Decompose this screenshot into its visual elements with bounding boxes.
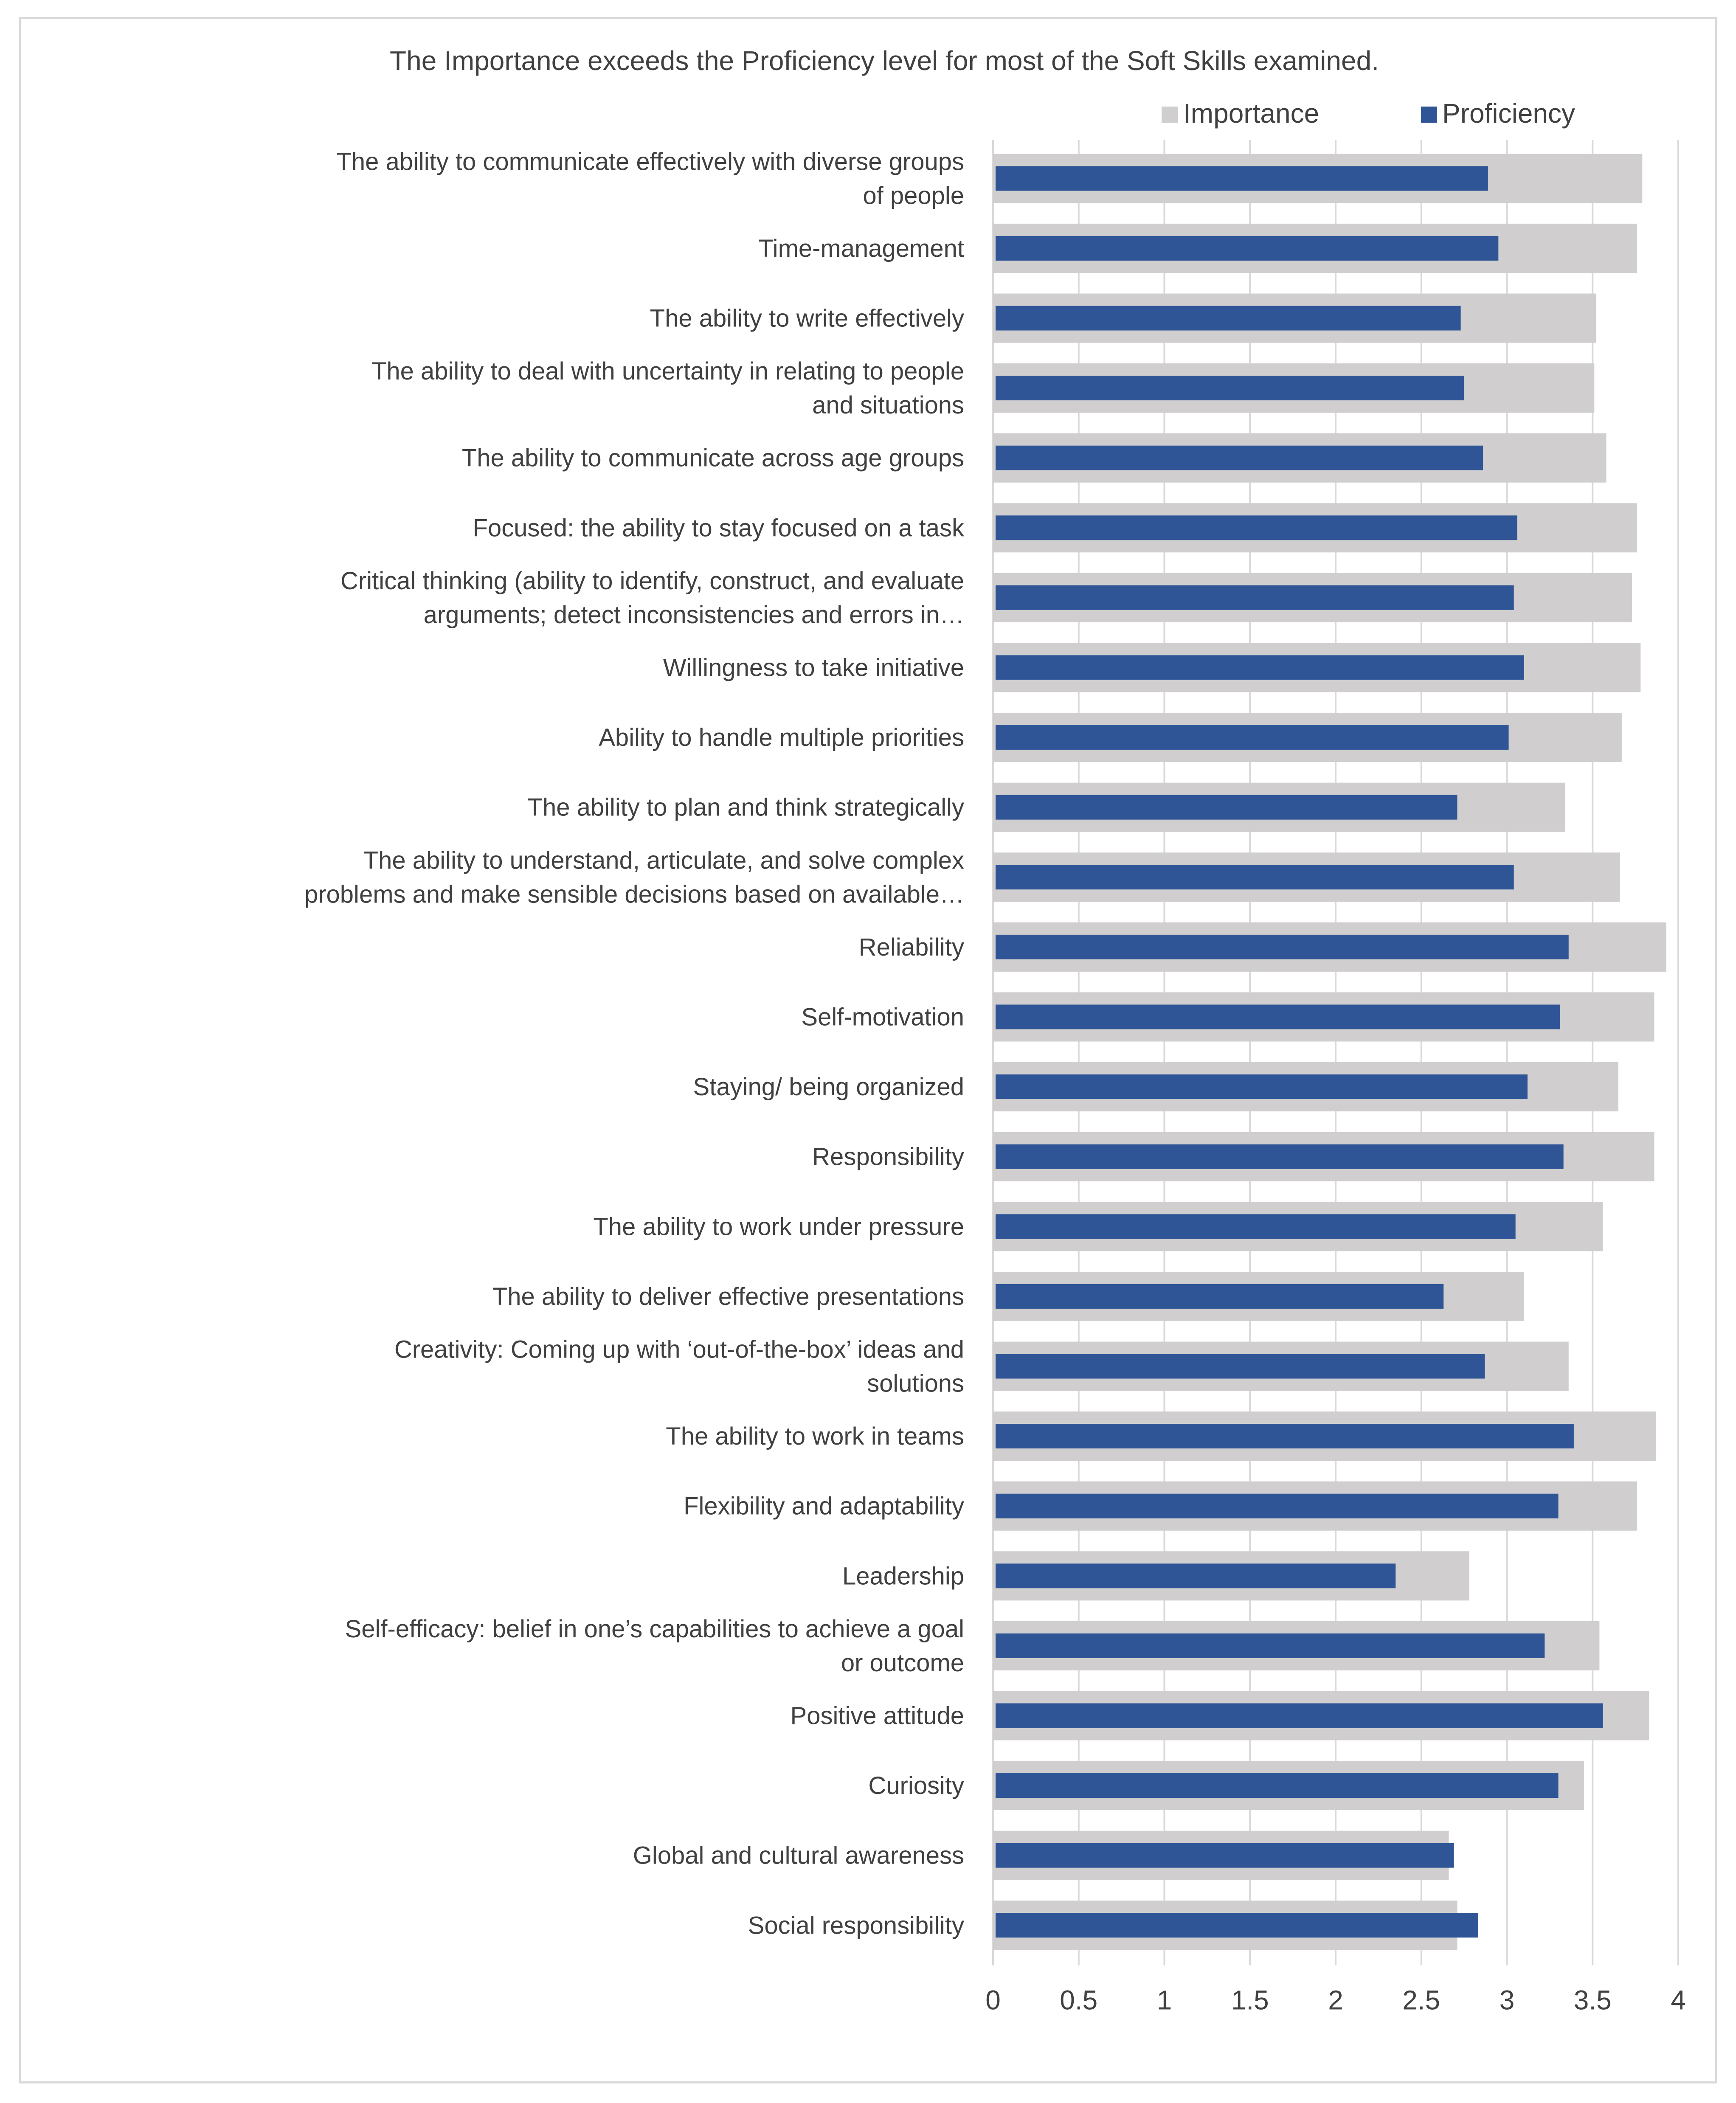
bar-proficiency [996, 306, 1461, 331]
bar-proficiency [996, 1284, 1444, 1309]
category-label: Critical thinking (ability to identify, … [340, 567, 964, 629]
x-tick-label: 3 [1500, 1985, 1515, 2016]
category-label: Self-efficacy: belief in one’s capabilit… [345, 1615, 964, 1677]
bar-proficiency [996, 1703, 1603, 1728]
category-label-line: of people [863, 182, 964, 209]
legend-swatch-proficiency [1421, 107, 1437, 123]
legend-label-importance: Importance [1183, 98, 1319, 129]
x-tick-label: 4 [1671, 1985, 1686, 2016]
bar-proficiency [996, 1214, 1516, 1239]
category-label-line: Self-efficacy: belief in one’s capabilit… [345, 1615, 964, 1643]
x-tick-label: 2.5 [1402, 1985, 1440, 2016]
category-label: Creativity: Coming up with ‘out-of-the-b… [394, 1336, 964, 1397]
bar-proficiency [996, 1843, 1454, 1868]
category-label: The ability to write effectively [650, 305, 964, 332]
category-label: The ability to work in teams [666, 1423, 964, 1450]
bar-proficiency [996, 655, 1524, 680]
category-label: Responsibility [812, 1143, 964, 1171]
bar-proficiency [996, 1424, 1574, 1449]
category-label: Ability to handle multiple priorities [599, 724, 964, 751]
bar-proficiency [996, 1563, 1396, 1588]
category-label: The ability to deal with uncertainty in … [371, 357, 964, 419]
category-label: Positive attitude [791, 1702, 964, 1730]
bar-proficiency [996, 1074, 1528, 1099]
bar-proficiency [996, 1773, 1559, 1798]
x-axis-ticks: 0 0.5 1 1.5 2 2.5 3 3.5 4 [985, 1985, 1686, 2016]
bar-proficiency [996, 515, 1517, 540]
bar-proficiency [996, 1004, 1560, 1029]
bar-proficiency [996, 1493, 1559, 1518]
category-label: Reliability [859, 933, 964, 961]
category-label-line: solutions [867, 1370, 964, 1397]
category-label: The ability to communicate effectively w… [336, 148, 964, 209]
category-label: Time-management [758, 235, 964, 262]
category-label-line: problems and make sensible decisions bas… [304, 880, 964, 908]
bar-proficiency [996, 376, 1464, 401]
category-label: Social responsibility [748, 1912, 964, 1939]
bar-proficiency [996, 445, 1483, 470]
x-tick-label: 2 [1328, 1985, 1343, 2016]
category-label: Staying/ being organized [693, 1073, 964, 1101]
category-label: Global and cultural awareness [633, 1842, 964, 1870]
x-tick-label: 0 [985, 1985, 1001, 2016]
chart-frame: The Importance exceeds the Proficiency l… [19, 17, 1717, 2083]
bar-proficiency [996, 236, 1499, 261]
category-label-line: Creativity: Coming up with ‘out-of-the-b… [394, 1336, 964, 1364]
chart-title: The Importance exceeds the Proficiency l… [390, 45, 1379, 76]
bar-proficiency [996, 585, 1514, 610]
category-label: Willingness to take initiative [663, 654, 964, 682]
category-label: The ability to understand, articulate, a… [304, 846, 964, 908]
category-labels: The ability to communicate effectively w… [304, 148, 965, 1939]
category-label: The ability to communicate across age gr… [462, 444, 964, 472]
bar-proficiency [996, 795, 1457, 820]
category-label: Leadership [842, 1562, 964, 1590]
category-label-line: The ability to deal with uncertainty in … [371, 357, 964, 385]
category-label: Curiosity [868, 1772, 964, 1799]
category-label-line: Critical thinking (ability to identify, … [340, 567, 964, 595]
category-label: The ability to work under pressure [593, 1213, 964, 1240]
category-label-line: The ability to communicate effectively w… [336, 148, 964, 175]
category-label: Self-motivation [801, 1004, 964, 1031]
bar-proficiency [996, 725, 1509, 750]
category-label-line: The ability to understand, articulate, a… [363, 846, 964, 874]
bar-proficiency [996, 865, 1514, 890]
category-label-line: and situations [812, 391, 964, 419]
bar-chart: The Importance exceeds the Proficiency l… [304, 45, 1686, 2016]
category-label: The ability to plan and think strategica… [528, 794, 964, 821]
bars [993, 154, 1666, 1950]
category-label: Focused: the ability to stay focused on … [473, 514, 965, 542]
bar-proficiency [996, 934, 1569, 959]
legend-label-proficiency: Proficiency [1442, 98, 1575, 129]
category-label: The ability to deliver effective present… [492, 1283, 964, 1310]
bar-proficiency [996, 166, 1488, 191]
bar-proficiency [996, 1144, 1564, 1169]
category-label: Flexibility and adaptability [684, 1493, 964, 1520]
x-tick-label: 1 [1157, 1985, 1172, 2016]
category-label-line: or outcome [841, 1649, 964, 1677]
x-tick-label: 0.5 [1060, 1985, 1097, 2016]
bar-proficiency [996, 1913, 1478, 1938]
bar-proficiency [996, 1354, 1485, 1379]
category-label-line: arguments; detect inconsistencies and er… [424, 601, 964, 629]
x-tick-label: 3.5 [1574, 1985, 1612, 2016]
bar-proficiency [996, 1633, 1545, 1658]
legend: Importance Proficiency [1162, 98, 1575, 129]
legend-swatch-importance [1162, 107, 1178, 123]
x-tick-label: 1.5 [1231, 1985, 1269, 2016]
